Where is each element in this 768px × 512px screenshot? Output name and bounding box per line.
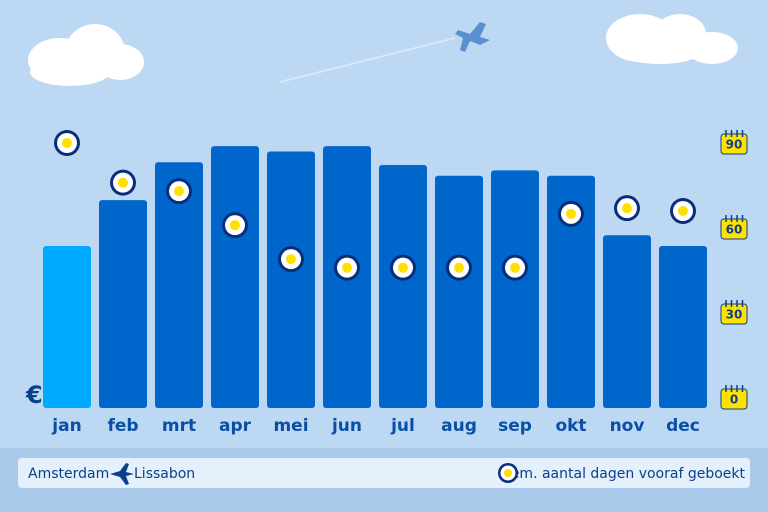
bar <box>267 151 315 408</box>
x-tick-label: aug <box>441 416 477 436</box>
marker-dot <box>342 262 352 273</box>
marker <box>446 254 472 281</box>
marker-dot <box>454 262 464 273</box>
plane-icon <box>455 22 490 52</box>
marker <box>222 212 248 239</box>
y2-tick: 0 <box>720 385 748 410</box>
currency-label: € <box>25 381 43 409</box>
calendar-icon <box>720 218 748 240</box>
marker-dot <box>174 186 184 197</box>
marker-dot <box>510 262 520 273</box>
bar <box>659 246 707 408</box>
x-tick-label: jan <box>51 416 81 436</box>
y2-tick: 90 <box>720 130 748 155</box>
marker <box>110 169 136 196</box>
x-tick-label: okt <box>555 416 586 436</box>
bar <box>547 175 595 408</box>
marker-dot <box>678 206 688 216</box>
marker-dot <box>398 262 408 273</box>
x-tick-label: nov <box>610 416 645 436</box>
y2-tick: 30 <box>720 300 748 325</box>
cloud <box>28 24 144 86</box>
marker <box>334 254 360 281</box>
bar <box>379 165 427 408</box>
bar <box>435 175 483 408</box>
x-tick-label: mei <box>273 416 308 436</box>
x-tick-label: jul <box>390 416 415 436</box>
marker <box>670 198 696 224</box>
route-from: Amsterdam <box>28 466 109 482</box>
plane-icon <box>110 463 134 485</box>
x-tick-label: mrt <box>162 416 196 436</box>
y2-tick-label: 60 <box>726 223 743 237</box>
legend-box <box>18 458 750 488</box>
contrail <box>279 37 456 83</box>
route-to: Lissabon <box>134 466 195 482</box>
marker <box>278 246 304 273</box>
bar <box>491 170 539 408</box>
bar <box>603 235 651 408</box>
calendar-icon <box>720 303 748 325</box>
cloud <box>606 14 738 64</box>
x-tick-label: dec <box>666 416 700 436</box>
legend: Amsterdam Lissabon Gem. aantal dagen voo… <box>18 458 750 488</box>
marker-dot <box>230 220 240 231</box>
x-tick-label: jun <box>331 416 362 436</box>
calendar-icon <box>720 133 748 155</box>
marker-dot <box>118 177 128 188</box>
calendar-icon <box>720 388 748 410</box>
legend-label: Gem. aantal dagen vooraf geboekt <box>500 466 746 482</box>
marker-dot <box>62 138 72 148</box>
marker <box>390 254 416 281</box>
marker <box>558 200 584 227</box>
y2-tick: 60 <box>720 215 748 240</box>
bar <box>43 246 91 408</box>
bar <box>211 146 259 408</box>
marker <box>54 130 80 156</box>
x-tick-label: apr <box>219 416 252 436</box>
marker-dot <box>566 208 576 219</box>
y2-tick-label: 90 <box>726 138 743 152</box>
x-tick-label: sep <box>498 416 532 436</box>
marker-dot <box>286 254 296 265</box>
bar <box>155 162 203 408</box>
y2-tick-label: 0 <box>730 393 738 407</box>
x-tick-label: feb <box>107 416 138 436</box>
marker <box>166 178 192 205</box>
marker <box>502 254 528 281</box>
bar <box>99 200 147 408</box>
y2-tick-label: 30 <box>726 308 743 322</box>
marker-dot <box>622 203 632 214</box>
marker <box>614 195 640 222</box>
legend-dot <box>504 469 512 477</box>
